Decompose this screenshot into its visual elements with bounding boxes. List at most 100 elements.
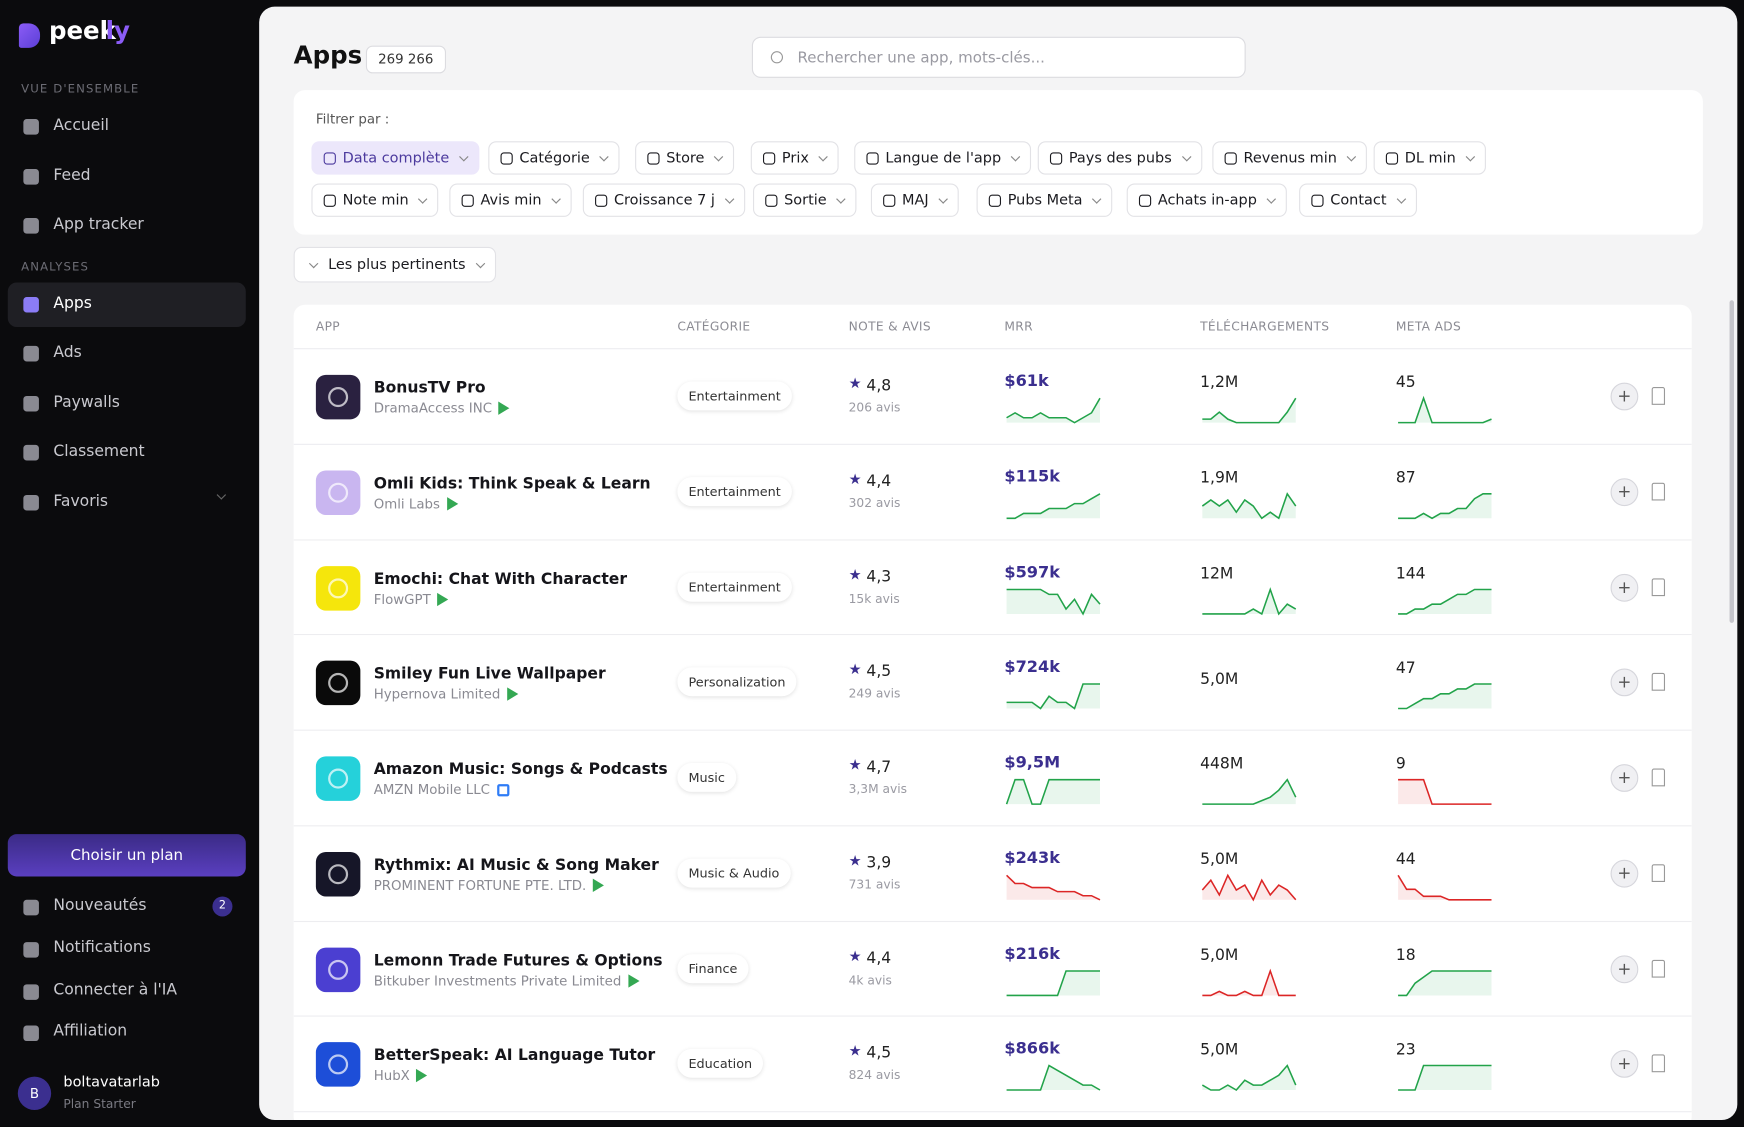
filter-chip[interactable]: DL min bbox=[1373, 141, 1486, 175]
filter-chip[interactable]: Croissance 7 j bbox=[582, 183, 745, 217]
app-icon bbox=[315, 565, 361, 611]
app-icon bbox=[315, 1042, 361, 1087]
table-row[interactable]: Emochi: Chat With Character FlowGPT Entert… bbox=[293, 540, 1692, 636]
chip-icon bbox=[1049, 151, 1063, 165]
nav-item[interactable]: Classement bbox=[53, 442, 145, 461]
search-box[interactable]: Rechercher une app, mots-clés... bbox=[751, 36, 1246, 78]
table-row[interactable]: Amazon Music: Songs & Podcasts AMZN Mobil… bbox=[293, 731, 1692, 827]
bookmark-button[interactable] bbox=[1651, 863, 1666, 882]
add-button[interactable]: + bbox=[1610, 382, 1639, 411]
chip-icon bbox=[595, 194, 608, 207]
bookmark-button[interactable] bbox=[1651, 1054, 1666, 1073]
filter-chip[interactable]: Achats in-app bbox=[1126, 183, 1287, 217]
add-button[interactable]: + bbox=[1610, 1050, 1639, 1079]
bookmark-button[interactable] bbox=[1651, 673, 1666, 691]
sparkline-line bbox=[1006, 969, 1101, 996]
sort-chevron bbox=[308, 258, 319, 268]
app-icon-glyph bbox=[328, 863, 349, 884]
app-name: Rythmix: AI Music & Song Maker bbox=[373, 856, 659, 874]
filter-chip[interactable]: MAJ bbox=[870, 183, 959, 217]
sparkline-line bbox=[1006, 492, 1101, 519]
app-developer: Omli Labs bbox=[374, 496, 458, 511]
nav-icon bbox=[23, 494, 39, 510]
sparkline-line bbox=[1201, 873, 1297, 902]
category-pill: Music & Audio bbox=[677, 858, 791, 888]
sparkline-area bbox=[1398, 398, 1492, 423]
chip-label: Pubs Meta bbox=[1007, 191, 1083, 209]
mrr: $115k bbox=[1004, 467, 1060, 486]
app-icon bbox=[315, 851, 361, 897]
reviews: 206 avis bbox=[848, 400, 901, 415]
section-title: ANALYSES bbox=[21, 259, 90, 274]
filter-chip[interactable]: Langue de l'app bbox=[854, 141, 1032, 175]
filter-chip[interactable]: Data complète bbox=[311, 141, 480, 175]
sort-dropdown[interactable]: Les plus pertinents bbox=[293, 246, 496, 283]
nav-item[interactable]: App tracker bbox=[53, 215, 144, 234]
filter-chip[interactable]: Sortie bbox=[752, 183, 857, 217]
star: ★ bbox=[848, 852, 862, 870]
nav-item[interactable]: Feed bbox=[53, 166, 91, 185]
filter-chip[interactable]: Catégorie bbox=[488, 141, 620, 175]
filter-chip[interactable]: Contact bbox=[1299, 183, 1417, 217]
app-icon-glyph bbox=[328, 768, 349, 789]
filter-chip[interactable]: Note min bbox=[311, 183, 439, 217]
add-button[interactable]: + bbox=[1610, 859, 1639, 888]
filter-chip[interactable]: Revenus min bbox=[1212, 141, 1367, 175]
category-pill: Music bbox=[677, 762, 737, 792]
table-row[interactable]: Lemonn Trade Futures & Options Bitkuber I… bbox=[293, 921, 1692, 1017]
meta-ads: 23 bbox=[1395, 1041, 1416, 1060]
nav-item[interactable]: Ads bbox=[53, 343, 82, 362]
nav-icon bbox=[23, 217, 39, 234]
apps-table: APP CATÉGORIE NOTE & AVIS MRR TÉLÉCHARGEMENT… bbox=[293, 304, 1692, 1121]
add-button[interactable]: + bbox=[1610, 573, 1639, 602]
nav-item[interactable]: Favoris bbox=[53, 492, 109, 510]
nav-item[interactable]: Nouveautés bbox=[53, 896, 147, 915]
app-icon bbox=[315, 470, 361, 515]
meta-ads: 47 bbox=[1395, 659, 1416, 678]
filter-chip[interactable]: Pays des pubs bbox=[1037, 141, 1202, 175]
plan-button[interactable]: Choisir un plan bbox=[7, 834, 246, 877]
chip-icon bbox=[1385, 151, 1399, 165]
table-row[interactable]: BonusTV Pro DramaAccess INC Entertainment ★… bbox=[293, 349, 1692, 445]
add-button[interactable]: + bbox=[1610, 764, 1639, 792]
user-plan: Plan Starter bbox=[63, 1096, 136, 1112]
add-button[interactable]: + bbox=[1610, 477, 1639, 506]
nav-item[interactable]: Paywalls bbox=[53, 393, 120, 411]
nav-item[interactable]: Connecter à l'IA bbox=[53, 980, 178, 999]
nav-icon bbox=[23, 444, 39, 461]
chip-icon bbox=[323, 151, 336, 165]
badge: 2 bbox=[212, 896, 233, 917]
filter-chip[interactable]: Prix bbox=[750, 141, 839, 175]
search-placeholder: Rechercher une app, mots-clés... bbox=[797, 48, 1045, 67]
page-title: Apps bbox=[293, 42, 363, 71]
app-name: Lemonn Trade Futures & Options bbox=[373, 951, 663, 970]
nav-icon bbox=[23, 345, 39, 362]
bookmark-button[interactable] bbox=[1651, 768, 1666, 787]
chip-label: Prix bbox=[781, 149, 809, 167]
filter-chip[interactable]: Store bbox=[635, 141, 735, 175]
filter-chip[interactable]: Avis min bbox=[449, 183, 572, 217]
brand-part: peek bbox=[48, 17, 116, 46]
sparkline bbox=[1398, 1065, 1492, 1092]
add-button[interactable]: + bbox=[1610, 954, 1639, 983]
nav-item[interactable]: Affiliation bbox=[53, 1022, 128, 1041]
table-row[interactable]: Smiley Fun Live Wallpaper Hypernova Limit… bbox=[293, 635, 1692, 731]
table-row[interactable]: Rythmix: AI Music & Song Maker PROMINENT … bbox=[293, 826, 1692, 922]
table-row[interactable]: Omli Kids: Think Speak & Learn Omli Labs E… bbox=[293, 445, 1692, 540]
sparkline-area bbox=[1006, 398, 1101, 423]
sparkline bbox=[1202, 397, 1297, 424]
nav-item[interactable]: Accueil bbox=[53, 116, 109, 135]
star: ★ bbox=[848, 471, 862, 488]
add-button[interactable]: + bbox=[1610, 668, 1639, 697]
table-row[interactable]: BetterSpeak: AI Language Tutor HubX Educat… bbox=[293, 1017, 1692, 1113]
nav-item[interactable]: Apps bbox=[53, 294, 92, 312]
filter-chip[interactable]: Pubs Meta bbox=[976, 183, 1113, 217]
nav-item[interactable]: Notifications bbox=[53, 938, 151, 957]
store-icon bbox=[416, 1069, 428, 1083]
star: ★ bbox=[848, 662, 862, 679]
bookmark-button[interactable] bbox=[1651, 482, 1666, 501]
bookmark-button[interactable] bbox=[1651, 577, 1666, 596]
bookmark-button[interactable] bbox=[1651, 387, 1666, 405]
bookmark-button[interactable] bbox=[1651, 959, 1666, 978]
